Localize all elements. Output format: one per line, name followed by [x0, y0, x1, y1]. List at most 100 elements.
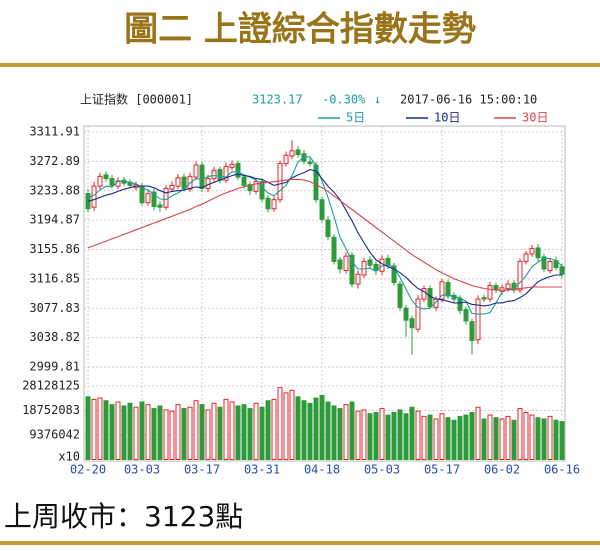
volume-bar — [463, 414, 469, 461]
volume-bar — [505, 415, 511, 461]
y-tick-label: 3155.86 — [29, 242, 80, 256]
candle-body — [481, 297, 487, 300]
x-tick-label: 03-17 — [184, 463, 220, 477]
candle-body — [109, 178, 115, 186]
candle-body — [307, 161, 313, 165]
volume-bar — [277, 387, 283, 461]
volume-bar — [181, 408, 187, 460]
volume-bar — [445, 417, 451, 461]
candle-body — [265, 197, 271, 210]
candle-body — [493, 285, 499, 290]
volume-bar — [397, 409, 403, 460]
volume-bar — [97, 397, 103, 460]
volume-bar — [163, 409, 169, 460]
volume-bar — [115, 401, 121, 461]
volume-bar — [529, 414, 535, 461]
volume-bar — [487, 414, 493, 461]
legend-label: 5日 — [346, 111, 365, 125]
volume-bar — [229, 401, 235, 461]
volume-tick-label: 9376042 — [29, 428, 80, 442]
candle-body — [331, 236, 337, 262]
candle-body — [247, 184, 253, 192]
candle-body — [145, 193, 151, 204]
candle-body — [349, 254, 355, 285]
candle-body — [235, 163, 241, 178]
volume-bar — [385, 414, 391, 461]
candle-body — [253, 181, 259, 192]
candle-body — [151, 191, 157, 207]
ma-line — [87, 169, 562, 307]
x-tick-label: 03-03 — [124, 463, 160, 477]
volume-bar — [481, 418, 487, 460]
candle-body — [559, 266, 565, 275]
volume-bar — [103, 400, 109, 461]
volume-bar — [535, 417, 541, 461]
volume-bar — [475, 406, 481, 460]
volume-bar — [145, 404, 151, 460]
volume-bar — [223, 398, 229, 461]
candle-body — [193, 164, 199, 178]
legend-label: 30日 — [522, 111, 548, 125]
y-tick-label: 3233.88 — [29, 183, 80, 197]
volume-bar — [409, 406, 415, 460]
volume-bar — [523, 411, 529, 461]
volume-bar — [247, 408, 253, 460]
candle-body — [505, 283, 511, 290]
candle-body — [397, 283, 403, 308]
candle-body — [421, 288, 427, 300]
volume-bar — [367, 413, 373, 461]
volume-bar — [319, 394, 325, 460]
y-tick-label: 3311.91 — [29, 125, 80, 139]
volume-bar — [379, 408, 385, 460]
volume-bar — [511, 419, 517, 460]
candle-body — [367, 259, 373, 266]
volume-bar — [295, 396, 301, 460]
candle-body — [403, 307, 409, 321]
volume-bar — [271, 398, 277, 461]
last-price: 3123.17 — [252, 93, 303, 107]
volume-tick-label: 18752083 — [22, 403, 80, 417]
volume-bar — [499, 418, 505, 460]
volume-bar — [331, 405, 337, 460]
volume-bar — [133, 406, 139, 460]
volume-bar — [415, 410, 421, 460]
timestamp: 2017-06-16 15:00:10 — [400, 93, 537, 107]
volume-bar — [457, 415, 463, 461]
y-tick-label: 3077.83 — [29, 301, 80, 315]
candle-body — [277, 163, 283, 201]
change: -0.30% — [322, 93, 366, 107]
candle-body — [241, 176, 247, 186]
y-tick-label: 3194.87 — [29, 213, 80, 227]
candle-body — [97, 175, 103, 187]
volume-bar — [283, 392, 289, 460]
volume-bar — [517, 408, 523, 460]
candle-body — [283, 154, 289, 165]
x-tick-label: 06-02 — [484, 463, 520, 477]
x-tick-label: 05-03 — [364, 463, 400, 477]
volume-bar — [289, 389, 295, 460]
candle-body — [223, 166, 229, 181]
candle-body — [475, 298, 481, 341]
volume-bar — [127, 402, 133, 461]
volume-bar — [439, 413, 445, 461]
volume-bar — [85, 396, 91, 460]
ma-line — [87, 178, 562, 291]
volume-bar — [217, 406, 223, 460]
volume-bar — [469, 411, 475, 461]
y-tick-label: 3038.82 — [29, 330, 80, 344]
candle-body — [457, 297, 463, 311]
volume-bar — [541, 418, 547, 460]
candle-body — [487, 285, 493, 300]
legend-label: 10日 — [434, 111, 460, 125]
volume-bar — [307, 402, 313, 461]
candle-body — [199, 164, 205, 189]
volume-bar — [253, 402, 259, 461]
volume-bar — [421, 415, 427, 461]
candle-body — [535, 247, 541, 259]
volume-bar — [301, 400, 307, 461]
candle-body — [523, 253, 529, 262]
volume-bar — [325, 401, 331, 461]
volume-bar — [175, 404, 181, 460]
volume-bar — [151, 408, 157, 460]
y-tick-label: 2999.81 — [29, 360, 80, 374]
